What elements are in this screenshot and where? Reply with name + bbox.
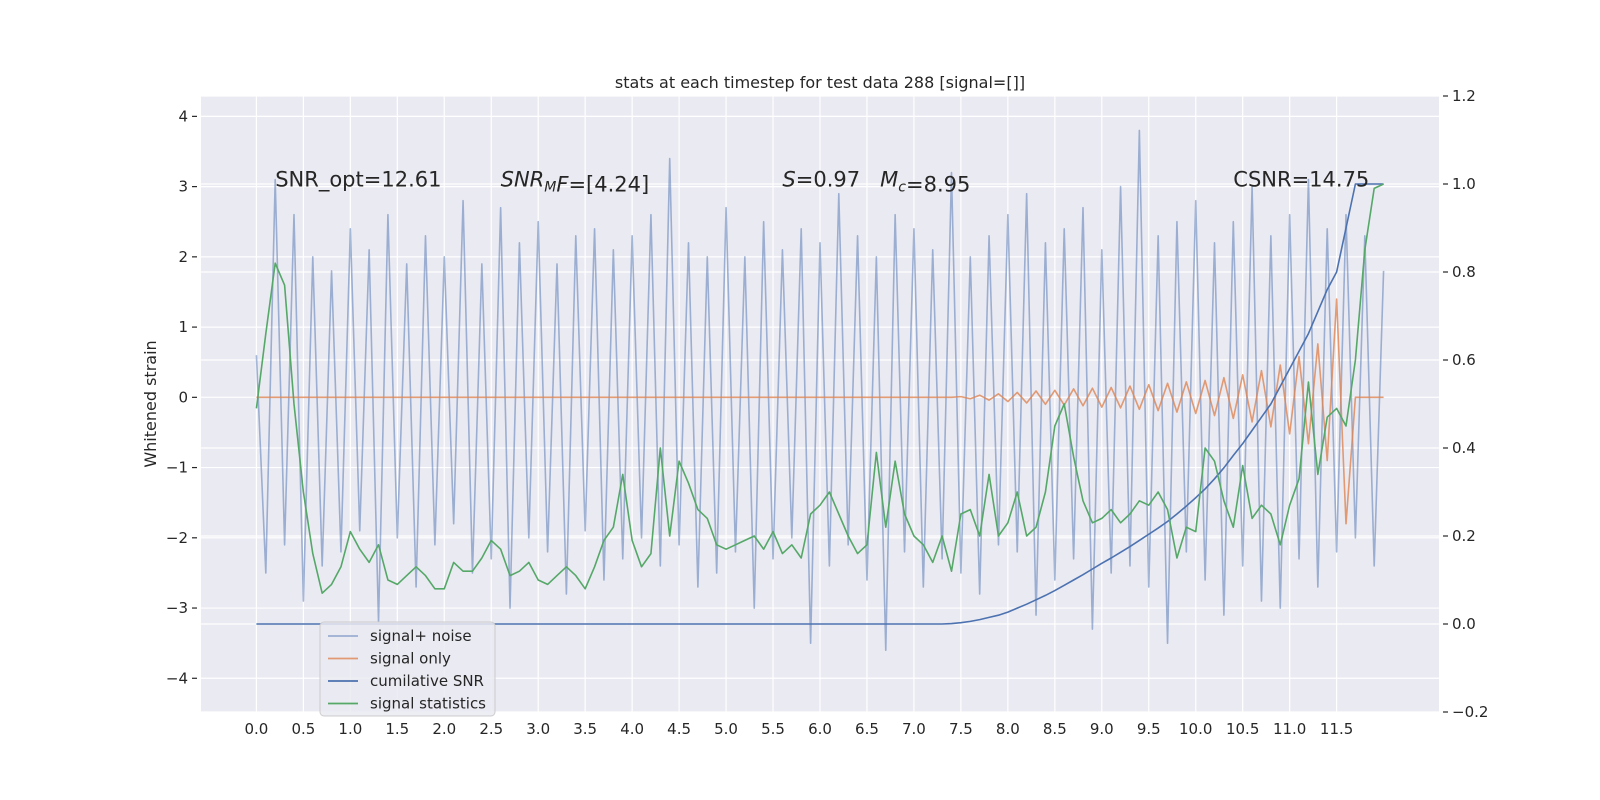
y-tick-label: −2 (166, 529, 188, 547)
x-tick-label: 9.0 (1090, 720, 1114, 738)
series-line (256, 298, 1384, 525)
x-tick-label: 8.0 (996, 720, 1020, 738)
x-tick-label: 2.0 (432, 720, 456, 738)
annotation: S=0.97 Mc=8.95 (782, 168, 970, 197)
annotation: CSNR=14.75 (1233, 168, 1369, 192)
x-tick-label: 9.5 (1137, 720, 1161, 738)
series-line (255, 183, 1384, 594)
y-axis-label: Whitened strain (141, 340, 160, 467)
legend-box (319, 621, 496, 717)
x-tick-label: 0.5 (291, 720, 315, 738)
x-tick-label: 8.5 (1043, 720, 1067, 738)
x-tick-label: 1.5 (385, 720, 409, 738)
annotation-part: M (544, 180, 556, 196)
y-tick-label: 1 (178, 318, 188, 336)
x-tick-label: 3.5 (573, 720, 597, 738)
annotation-part: F (556, 173, 569, 197)
y2-tick-label: 0.4 (1452, 439, 1476, 457)
y-tick-label: −1 (166, 459, 188, 477)
x-tick-label: 4.0 (620, 720, 644, 738)
legend: signal+ noise signal only cumilative SNR si… (319, 621, 496, 717)
y-tick-label: −3 (166, 599, 188, 617)
annotation: SNRMF=[4.24] (501, 168, 650, 197)
x-tick-label: 4.5 (667, 720, 691, 738)
y-tick-label: 0 (178, 388, 188, 406)
annotation-part: c (898, 180, 906, 196)
x-tick-label: 3.0 (526, 720, 550, 738)
legend-label: cumilative SNR (370, 672, 484, 690)
x-tick-label: 10.0 (1179, 720, 1212, 738)
x-tick-label: 6.5 (855, 720, 879, 738)
x-tick-label: 11.5 (1320, 720, 1353, 738)
y-tick-label: 2 (178, 248, 188, 266)
y-tick-label: 4 (178, 107, 188, 125)
series-line (255, 129, 1385, 651)
x-tick-label: 2.5 (479, 720, 503, 738)
annotation-part: =8.95 (906, 173, 970, 197)
y2-tick-label: 0.2 (1452, 527, 1476, 545)
x-tick-label: 11.0 (1273, 720, 1306, 738)
x-tick-label: 7.5 (949, 720, 973, 738)
x-tick-label: 10.5 (1226, 720, 1259, 738)
y2-tick-label: 1.0 (1452, 175, 1476, 193)
x-tick-label: 5.5 (761, 720, 785, 738)
y2-tick-label: −0.2 (1452, 703, 1488, 721)
y2-tick-label: 0.6 (1452, 351, 1476, 369)
y-tick-label: 3 (178, 178, 188, 196)
y2-tick-label: 0.8 (1452, 263, 1476, 281)
legend-label: signal statistics (370, 695, 486, 713)
y2-tick-label: 0.0 (1452, 615, 1476, 633)
y-tick-label: −4 (166, 669, 188, 687)
annotation-part: SNR (501, 168, 545, 192)
x-tick-label: 1.0 (338, 720, 362, 738)
annotation-part: SNR_opt=12.61 (275, 168, 441, 193)
legend-label: signal only (370, 650, 451, 668)
y2-tick-label: 1.2 (1452, 87, 1476, 105)
annotation-part: S (782, 168, 795, 192)
annotation-part: CSNR=14.75 (1233, 168, 1369, 192)
annotation-part: M (880, 168, 898, 192)
x-tick-label: 5.0 (714, 720, 738, 738)
legend-label: signal+ noise (370, 627, 472, 645)
x-tick-label: 7.0 (902, 720, 926, 738)
annotation-part: =[4.24] (568, 173, 649, 197)
x-tick-label: 0.0 (244, 720, 268, 738)
annotation: SNR_opt=12.61 (275, 168, 441, 193)
x-tick-label: 6.0 (808, 720, 832, 738)
chart-title: stats at each timestep for test data 288… (615, 73, 1025, 92)
annotation-part: =0.97 (796, 168, 880, 192)
